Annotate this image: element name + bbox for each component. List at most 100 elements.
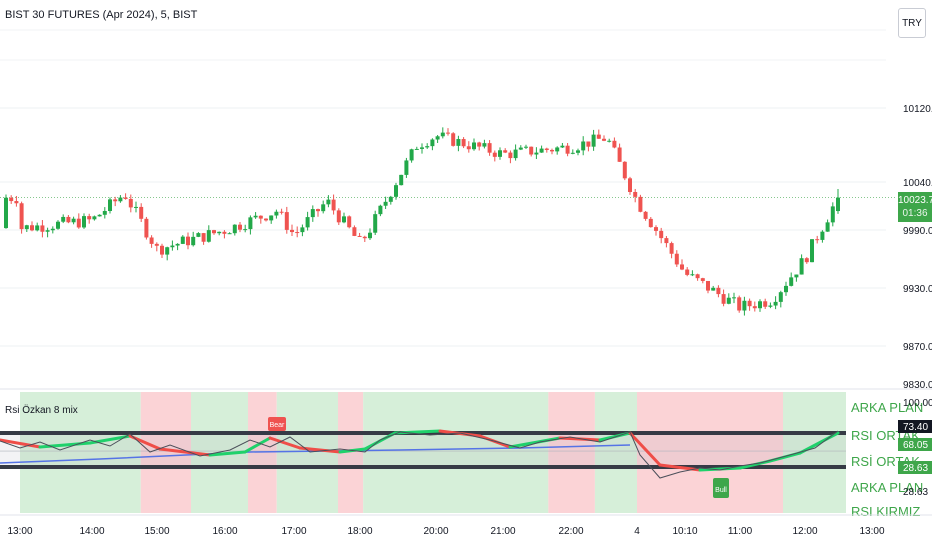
rsi-tick-label: 28.63 <box>903 463 928 474</box>
time-tick-label: 10:10 <box>672 526 697 537</box>
candle-body <box>612 140 617 148</box>
candle-body <box>180 236 185 244</box>
candle-body <box>669 243 674 254</box>
candle-body <box>643 211 648 219</box>
candle-body <box>820 231 825 240</box>
candle-body <box>804 258 809 263</box>
candle-body <box>409 149 414 161</box>
candle-body <box>529 146 534 155</box>
candle-body <box>773 301 778 306</box>
candle-body <box>472 142 476 150</box>
candle-body <box>30 225 34 231</box>
candle-body <box>794 274 799 278</box>
candle-body <box>123 197 128 199</box>
bull-signal: Bull <box>713 478 729 498</box>
rsi-smoothed-segment <box>768 451 802 463</box>
candle-body <box>316 209 320 212</box>
candle-body <box>134 206 138 208</box>
candle-body <box>456 139 461 146</box>
candle-body <box>206 230 211 242</box>
rsi-smoothed-segment <box>38 441 92 449</box>
rsi-raw-line <box>0 430 839 479</box>
bear-signal-box <box>268 417 286 431</box>
time-tick-label: 12:00 <box>792 526 817 537</box>
rsi-smoothed-segment <box>268 436 302 450</box>
bar-countdown: 01:36 <box>902 208 928 219</box>
candle-body <box>425 146 430 148</box>
time-tick-label: 15:00 <box>144 526 169 537</box>
candle-body <box>789 277 794 286</box>
candle-body <box>763 301 768 307</box>
candle-body <box>217 231 222 234</box>
candle-body <box>706 280 710 291</box>
candle-body <box>102 210 107 215</box>
candle-body <box>45 230 50 232</box>
candle-body <box>342 216 346 223</box>
candle-body <box>279 211 284 213</box>
time-tick-label: 13:00 <box>7 526 32 537</box>
candle-body <box>336 210 341 223</box>
candle-body <box>513 149 518 159</box>
candle-body <box>461 139 466 147</box>
rsi-smoothed-segment <box>0 438 42 449</box>
candle-body <box>451 133 456 146</box>
candle-body <box>56 221 60 229</box>
candle-body <box>284 212 289 230</box>
price-tick-label: 9870.00 <box>903 342 932 353</box>
price-tick-label: 10120.00 <box>903 104 932 115</box>
candle-body <box>711 287 716 291</box>
price-tick-label: 9990.00 <box>903 226 932 237</box>
candle-body <box>674 253 679 265</box>
candle-body <box>352 227 357 236</box>
candle-body <box>373 214 378 233</box>
candle-body <box>269 215 274 221</box>
candle-body <box>97 214 102 217</box>
candle-body <box>357 235 362 237</box>
rsi-tick-label: 73.40 <box>903 422 928 433</box>
candle-body <box>576 150 580 153</box>
candle-body <box>586 141 591 147</box>
price-tick-label: 10040.00 <box>903 178 932 189</box>
candle-body <box>258 215 263 219</box>
candle-body <box>810 239 814 263</box>
candle-body <box>477 142 482 147</box>
candle-body <box>160 245 164 255</box>
candle-body <box>742 300 747 311</box>
candle-body <box>420 147 424 149</box>
time-tick-label: 11:00 <box>728 526 753 537</box>
candle-body <box>264 218 268 221</box>
candle-body <box>368 232 372 239</box>
candle-body <box>784 285 788 293</box>
candle-body <box>591 134 596 147</box>
candle-body <box>61 216 66 222</box>
candle-body <box>690 274 695 276</box>
rsi-background-zone <box>363 392 549 513</box>
candle-body <box>238 224 242 230</box>
rsi-background-zone <box>276 392 338 513</box>
candle-body <box>555 147 560 152</box>
candle-body <box>362 236 367 239</box>
candle-body <box>40 225 45 232</box>
candle-body <box>830 206 835 223</box>
candle-body <box>700 278 705 281</box>
candle-body <box>149 237 154 244</box>
rsi-background-zone <box>548 392 595 513</box>
candle-body <box>76 218 81 228</box>
price-tick-label: 9830.00 <box>903 380 932 391</box>
rsi-smoothed-segment <box>798 431 840 455</box>
candle-body <box>602 138 606 141</box>
time-tick-label: 14:00 <box>79 526 104 537</box>
candle-body <box>544 148 549 150</box>
candle-body <box>248 217 253 230</box>
last-price-value: 10023.75 <box>898 195 932 206</box>
candle-body <box>752 306 757 309</box>
candle-body <box>347 216 352 228</box>
candle-body <box>518 147 523 150</box>
symbol-title: BIST 30 FUTURES (Apr 2024), 5, BIST <box>5 9 198 21</box>
rsi-tick-label: 100.00 <box>903 398 932 409</box>
currency-button[interactable]: TRY <box>898 8 926 38</box>
candle-body <box>113 199 118 202</box>
candle-body <box>71 218 76 223</box>
bull-signal-label: Bull <box>715 487 727 494</box>
